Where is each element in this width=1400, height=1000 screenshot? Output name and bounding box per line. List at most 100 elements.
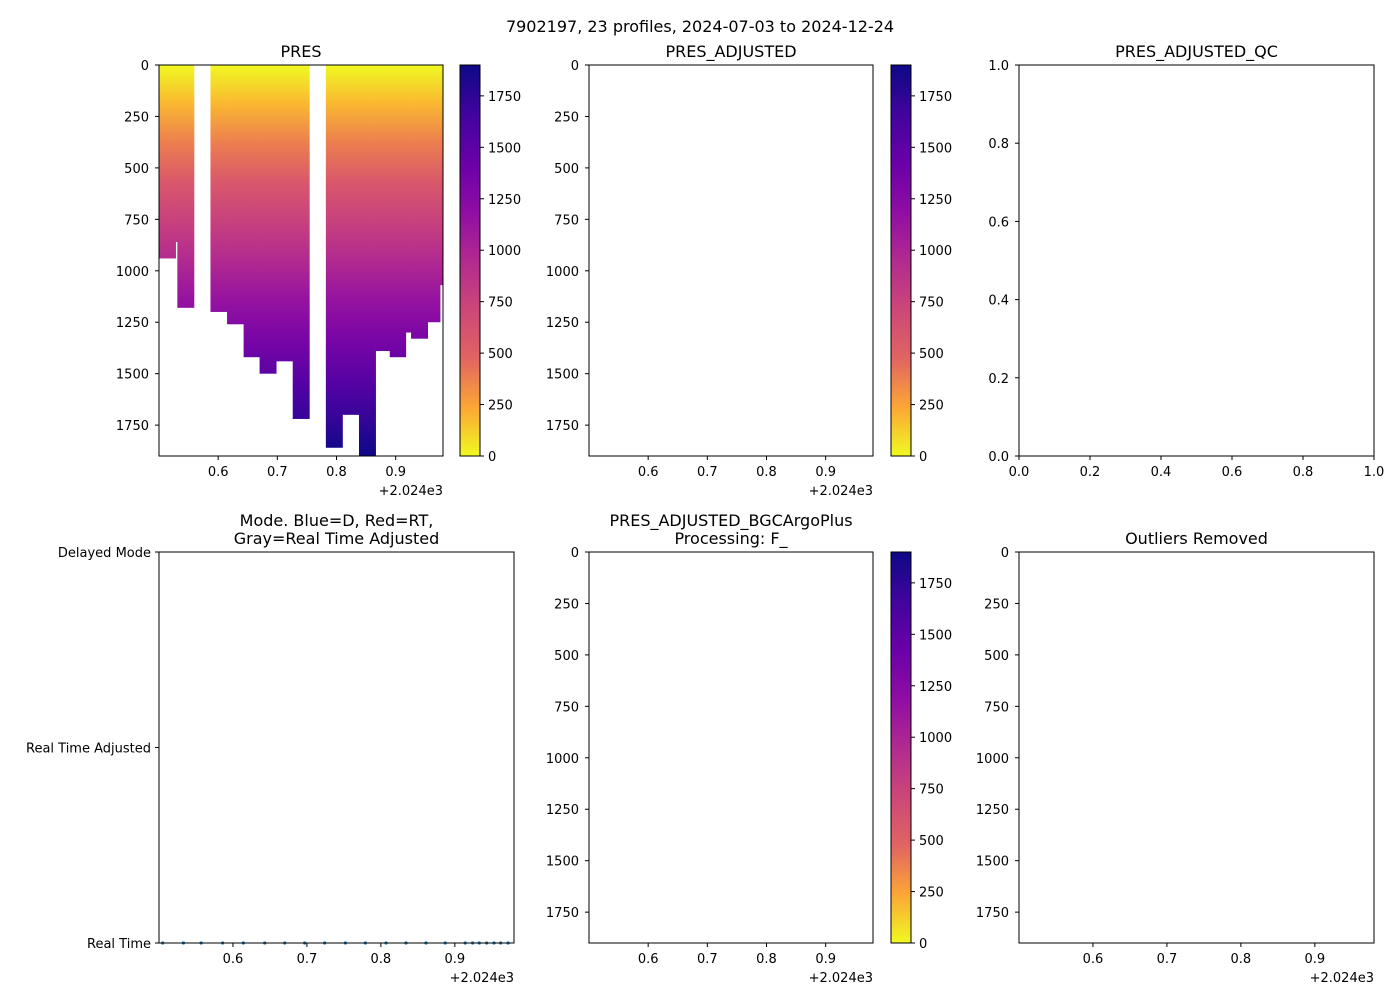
x-tick-label: 0.7 <box>297 952 318 967</box>
panel-title-line: Gray=Real Time Adjusted <box>234 529 440 548</box>
profile-column <box>358 65 376 456</box>
y-tick-label: 1250 <box>976 803 1009 818</box>
y-tick-label: 0 <box>571 59 579 74</box>
colorbar-tick-label: 1250 <box>488 193 521 208</box>
profile-column <box>342 65 360 415</box>
colorbar-tick-label: 750 <box>919 296 944 311</box>
y-tick-label: 1000 <box>546 752 579 767</box>
x-tick-label: 1.0 <box>1364 465 1385 480</box>
y-tick-label: 0.6 <box>988 215 1009 230</box>
y-tick-label: 500 <box>554 162 579 177</box>
y-tick-label: 1000 <box>116 265 149 280</box>
y-tick-label: 1500 <box>976 855 1009 870</box>
x-tick-label: 0.9 <box>444 952 465 967</box>
y-tick-label: 250 <box>554 110 579 125</box>
profile-column <box>411 65 429 339</box>
profile-column <box>427 65 441 323</box>
x-tick-label: 0.6 <box>638 952 659 967</box>
y-tick-label: 0 <box>571 546 579 561</box>
panel-title: Outliers Removed <box>1125 529 1268 548</box>
panel-title-line: Processing: F_ <box>674 529 788 549</box>
x-tick-label: 0.2 <box>1080 465 1101 480</box>
x-tick-label: 0.6 <box>1222 465 1243 480</box>
x-tick-label: 0.4 <box>1151 465 1172 480</box>
y-tick-label: 750 <box>554 213 579 228</box>
y-tick-label: 1750 <box>546 419 579 434</box>
y-tick-label: 1750 <box>976 906 1009 921</box>
colorbar-tick-label: 500 <box>919 834 944 849</box>
profile-column <box>259 65 277 374</box>
profile-column <box>325 65 343 448</box>
profile-column <box>440 65 443 286</box>
y-tick-label: 0.0 <box>988 450 1009 465</box>
y-tick-label: 500 <box>124 162 149 177</box>
colorbar-tick-label: 0 <box>488 450 496 465</box>
x-offset-label: +2.024e3 <box>809 971 873 986</box>
panel-title: PRES_ADJUSTED_QC <box>1115 42 1278 62</box>
axes-frame <box>588 64 874 457</box>
colorbar-tick-label: 250 <box>919 399 944 414</box>
profile-column <box>175 65 178 242</box>
x-tick-label: 0.7 <box>697 952 718 967</box>
y-tick-label: Delayed Mode <box>58 546 151 561</box>
axes-frame <box>1018 64 1375 457</box>
x-tick-label: 0.8 <box>326 465 347 480</box>
y-tick-label: 1.0 <box>988 59 1009 74</box>
panel-outliers: Outliers Removed 0.6 0.7 0.8 0.9 +2.024e3 0 250… <box>976 529 1375 986</box>
panel-title-line: PRES_ADJUSTED_BGCArgoPlus <box>609 511 852 531</box>
colorbar-tick-label: 1500 <box>919 141 952 156</box>
y-tick-label: 750 <box>124 213 149 228</box>
panel-title-line: Mode. Blue=D, Red=RT, <box>240 511 434 530</box>
colorbar-tick-label: 1500 <box>919 628 952 643</box>
x-tick-label: 0.9 <box>1304 952 1325 967</box>
x-offset-label: +2.024e3 <box>1310 971 1374 986</box>
y-tick-label: 1250 <box>546 803 579 818</box>
panel-pres: PRES 0.6 0.7 0.8 0.9 +2.024e3 0 250 500 750 1000 12… <box>116 42 521 499</box>
colorbar-tick-label: 1500 <box>488 141 521 156</box>
colorbar-tick-label: 250 <box>488 399 513 414</box>
x-tick-label: 0.0 <box>1009 465 1030 480</box>
x-offset-label: +2.024e3 <box>809 484 873 499</box>
y-tick-label: 0.8 <box>988 137 1009 152</box>
x-tick-label: 0.9 <box>385 465 406 480</box>
x-offset-label: +2.024e3 <box>379 484 443 499</box>
x-tick-label: 0.6 <box>638 465 659 480</box>
colorbar <box>890 551 912 944</box>
x-tick-label: 0.7 <box>267 465 288 480</box>
axes-frame <box>158 64 444 457</box>
figure-title: 7902197, 23 profiles, 2024-07-03 to 2024… <box>506 17 894 36</box>
y-tick-label: 1750 <box>546 906 579 921</box>
x-tick-label: 0.9 <box>815 952 836 967</box>
y-tick-label: 0 <box>1001 546 1009 561</box>
profile-column <box>292 65 310 419</box>
profile-column <box>210 65 228 312</box>
profile-column <box>243 65 260 358</box>
axes-frame <box>588 551 874 944</box>
colorbar-tick-label: 250 <box>919 886 944 901</box>
x-tick-label: 0.6 <box>223 952 244 967</box>
colorbar-tick-label: 1750 <box>919 90 952 105</box>
colorbar-tick-label: 1000 <box>488 244 521 259</box>
y-tick-label: 750 <box>984 700 1009 715</box>
x-offset-label: +2.024e3 <box>450 971 514 986</box>
x-tick-label: 0.8 <box>756 465 777 480</box>
y-tick-label: 750 <box>554 700 579 715</box>
colorbar <box>459 64 481 457</box>
x-tick-label: 0.6 <box>208 465 229 480</box>
colorbar-tick-label: 750 <box>919 783 944 798</box>
profile-column <box>389 65 407 358</box>
y-tick-label: Real Time <box>87 937 151 952</box>
y-tick-label: 1250 <box>116 316 149 331</box>
y-tick-label: 1000 <box>546 265 579 280</box>
x-tick-label: 0.8 <box>1293 465 1314 480</box>
y-tick-label: 1750 <box>116 419 149 434</box>
heatmap-cells <box>159 65 443 456</box>
profile-column <box>159 65 176 259</box>
y-tick-label: 1500 <box>546 855 579 870</box>
colorbar-tick-label: 1750 <box>488 90 521 105</box>
y-tick-label: 1250 <box>546 316 579 331</box>
profile-column <box>227 65 245 325</box>
x-tick-label: 0.9 <box>815 465 836 480</box>
